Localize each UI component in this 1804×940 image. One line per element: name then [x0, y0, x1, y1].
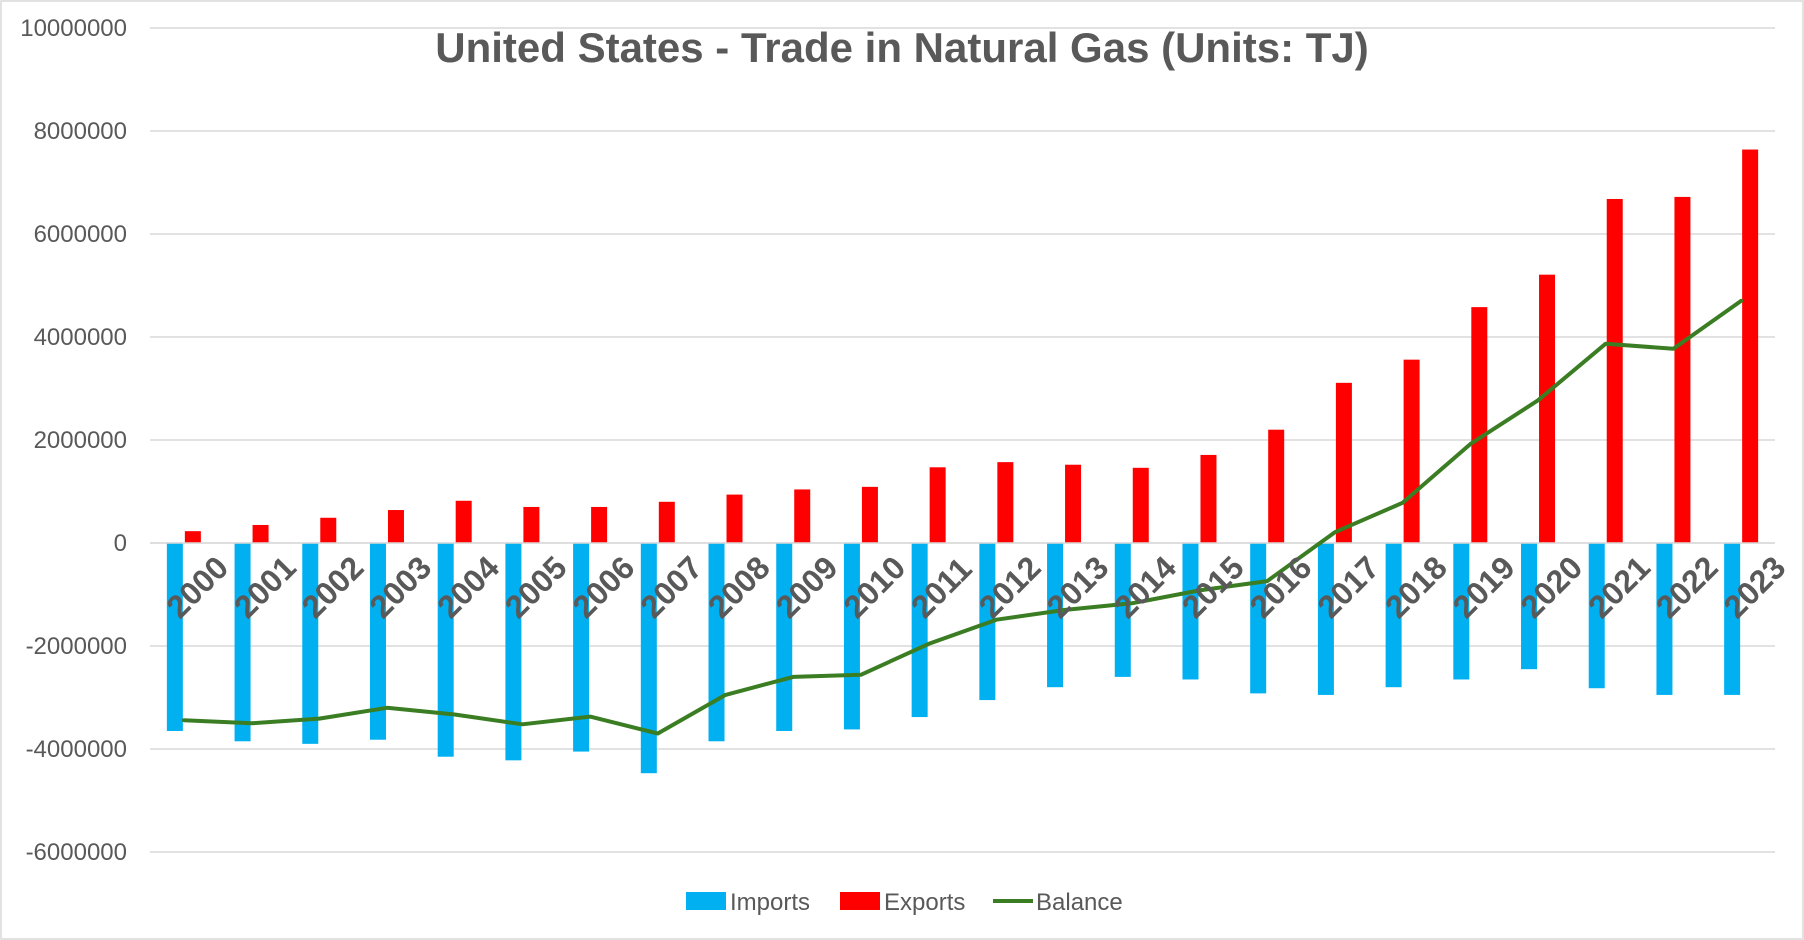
y-tick-label: 4000000 [34, 324, 127, 351]
bar-imports-2021 [1588, 543, 1605, 689]
bar-imports-2007 [640, 543, 657, 774]
bar-imports-2000 [166, 543, 183, 731]
bar-exports-2010 [861, 486, 878, 543]
legend: Imports Exports Balance [686, 889, 1123, 916]
bar-exports-2011 [929, 467, 946, 543]
bar-exports-2004 [455, 500, 472, 543]
bar-exports-2017 [1335, 382, 1352, 543]
bar-exports-2002 [320, 517, 337, 543]
bar-imports-2015 [1182, 543, 1199, 680]
legend-label-exports: Exports [884, 889, 965, 916]
bar-imports-2001 [234, 543, 251, 742]
bar-imports-2010 [843, 543, 860, 730]
y-tick-label: -2000000 [26, 633, 127, 660]
y-tick-label: 6000000 [34, 221, 127, 248]
bar-imports-2008 [708, 543, 725, 742]
bar-imports-2018 [1385, 543, 1402, 688]
bar-imports-2022 [1656, 543, 1673, 695]
legend-label-balance: Balance [1036, 889, 1123, 916]
bar-exports-2001 [252, 524, 269, 543]
bar-exports-2020 [1539, 274, 1556, 543]
bar-imports-2017 [1317, 543, 1334, 695]
chart-title: United States - Trade in Natural Gas (Un… [435, 24, 1369, 71]
bar-exports-2007 [658, 501, 675, 543]
bar-imports-2013 [1047, 543, 1064, 688]
bar-imports-2014 [1114, 543, 1131, 677]
y-tick-label: 2000000 [34, 427, 127, 454]
bar-exports-2009 [794, 489, 811, 543]
bar-exports-2008 [726, 494, 743, 543]
bar-exports-2012 [997, 462, 1014, 543]
bar-imports-2019 [1453, 543, 1470, 680]
legend-swatch-imports [686, 892, 726, 910]
y-tick-label: 8000000 [34, 118, 127, 145]
bar-exports-2000 [184, 531, 201, 543]
bar-imports-2009 [776, 543, 793, 731]
bar-exports-2019 [1471, 307, 1488, 543]
legend-label-imports: Imports [730, 889, 810, 916]
bar-exports-2005 [523, 506, 540, 543]
legend-swatch-exports [840, 892, 880, 910]
bar-exports-2023 [1742, 149, 1759, 544]
bars [150, 149, 1775, 774]
bar-imports-2003 [369, 543, 386, 740]
bar-exports-2006 [591, 506, 608, 543]
balance-line-layer [181, 298, 1744, 736]
bar-imports-2023 [1724, 543, 1741, 695]
y-tick-label: -6000000 [26, 839, 127, 866]
bar-exports-2013 [1065, 464, 1082, 543]
bar-imports-2004 [437, 543, 454, 757]
bar-exports-2014 [1132, 467, 1149, 543]
bar-imports-2005 [505, 543, 522, 761]
bar-exports-2003 [387, 510, 404, 543]
bar-exports-2016 [1268, 429, 1285, 543]
y-tick-label: 0 [114, 530, 127, 557]
bar-imports-2002 [302, 543, 319, 744]
bar-exports-2015 [1200, 454, 1217, 543]
bar-exports-2021 [1606, 198, 1623, 544]
bar-exports-2022 [1674, 196, 1691, 544]
balance-line [181, 298, 1744, 736]
bar-imports-2020 [1521, 543, 1538, 670]
bar-exports-2018 [1403, 359, 1420, 543]
bar-imports-2011 [911, 543, 928, 718]
y-tick-label: -4000000 [26, 736, 127, 763]
y-tick-label: 10000000 [20, 15, 127, 42]
bar-imports-2006 [573, 543, 590, 752]
y-axis-ticks: 10000000 8000000 6000000 4000000 2000000 0 -20… [20, 15, 127, 866]
